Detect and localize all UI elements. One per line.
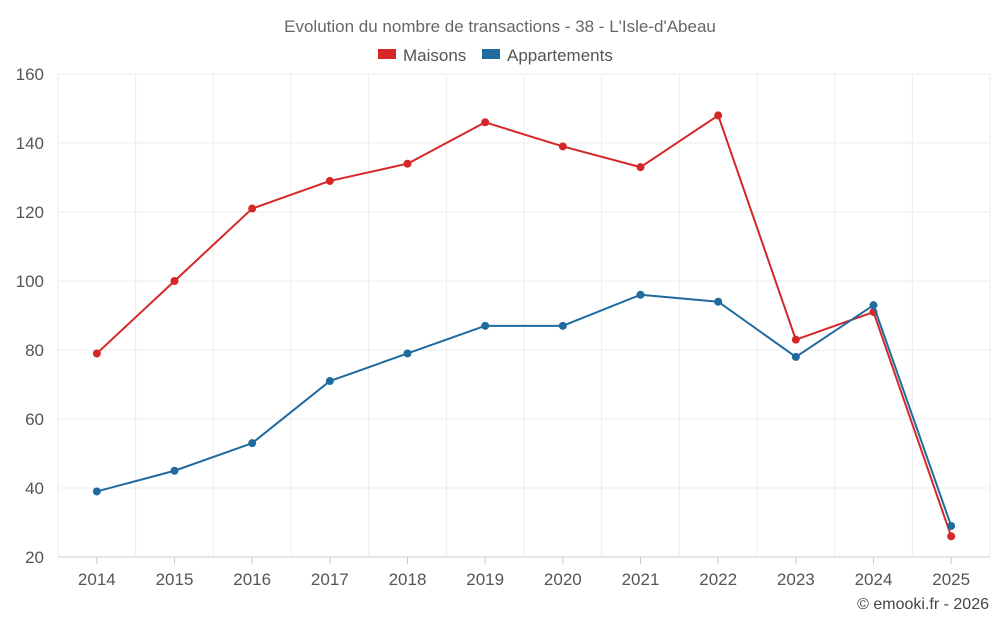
data-point-maisons[interactable]: [558, 142, 567, 151]
data-point-maisons[interactable]: [636, 163, 645, 172]
credit-text: © emooki.fr - 2026: [857, 596, 989, 613]
x-tick-label: 2015: [156, 570, 194, 589]
data-point-appartements[interactable]: [869, 301, 878, 310]
y-tick-label: 60: [25, 410, 44, 429]
y-tick-label: 120: [16, 203, 44, 222]
x-tick-label: 2016: [233, 570, 271, 589]
data-point-appartements[interactable]: [170, 466, 179, 475]
x-axis-ticks: 2014 2015 2016 2017 2018 2019 2020 2021 2022 2023…: [78, 557, 970, 589]
data-point-appartements[interactable]: [636, 290, 645, 299]
legend-label-appartements[interactable]: Appartements: [507, 46, 613, 65]
x-tick-label: 2019: [466, 570, 504, 589]
data-point-maisons[interactable]: [325, 176, 334, 185]
data-point-maisons[interactable]: [791, 335, 800, 344]
data-point-appartements[interactable]: [248, 439, 257, 448]
data-point-maisons[interactable]: [947, 532, 956, 541]
legend-label-maisons[interactable]: Maisons: [403, 46, 466, 65]
x-tick-label: 2022: [699, 570, 737, 589]
x-tick-label: 2024: [855, 570, 893, 589]
chart-title: Evolution du nombre de transactions - 38…: [284, 17, 716, 36]
y-tick-label: 160: [16, 65, 44, 84]
data-point-maisons[interactable]: [92, 349, 101, 358]
x-tick-label: 2014: [78, 570, 116, 589]
data-point-appartements[interactable]: [558, 321, 567, 330]
y-tick-label: 80: [25, 341, 44, 360]
data-point-maisons[interactable]: [403, 159, 412, 168]
x-tick-label: 2018: [389, 570, 427, 589]
data-point-maisons[interactable]: [170, 277, 179, 285]
y-axis-ticks: 20 40 60 80 100 120 140 160: [16, 65, 44, 567]
x-tick-label: 2025: [932, 570, 970, 589]
data-point-maisons[interactable]: [481, 118, 490, 127]
legend-swatch-appartements: [482, 49, 500, 59]
x-tick-label: 2023: [777, 570, 815, 589]
y-tick-label: 20: [25, 548, 44, 567]
legend: Maisons Appartements: [378, 46, 613, 65]
data-point-appartements[interactable]: [947, 521, 956, 530]
data-point-maisons[interactable]: [714, 111, 723, 120]
series-line-maisons: [96, 114, 953, 537]
data-point-appartements[interactable]: [325, 377, 334, 386]
data-point-appartements[interactable]: [92, 487, 101, 496]
data-point-appartements[interactable]: [481, 321, 490, 330]
x-tick-label: 2020: [544, 570, 582, 589]
x-tick-label: 2017: [311, 570, 349, 589]
data-point-appartements[interactable]: [714, 297, 723, 306]
data-point-appartements[interactable]: [403, 349, 412, 358]
y-tick-label: 140: [16, 134, 44, 153]
grid: [57, 73, 991, 558]
y-tick-label: 40: [25, 479, 44, 498]
series-group: [92, 111, 956, 541]
data-point-appartements[interactable]: [791, 352, 800, 361]
series-line-appartements: [96, 293, 953, 527]
data-point-maisons[interactable]: [248, 204, 257, 213]
legend-swatch-maisons: [378, 49, 396, 59]
x-tick-label: 2021: [622, 570, 660, 589]
y-tick-label: 100: [16, 272, 44, 291]
